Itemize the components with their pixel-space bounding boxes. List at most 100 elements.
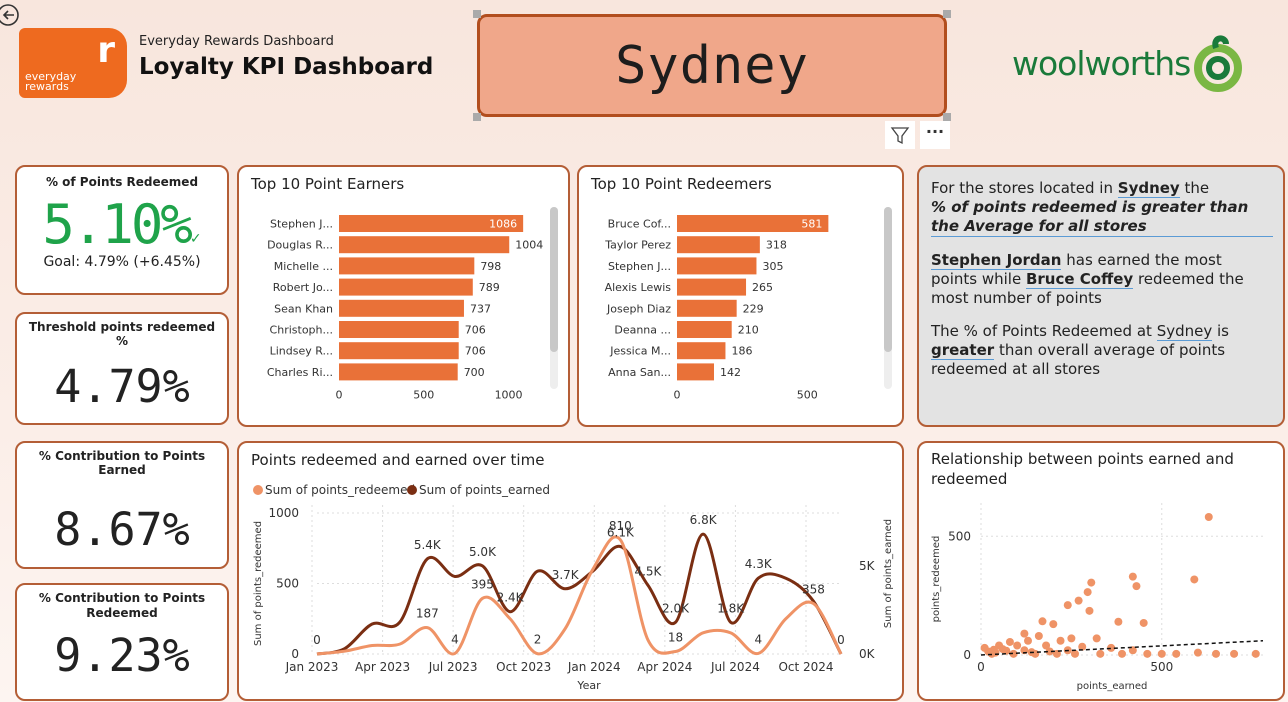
data-label: 187: [416, 607, 439, 621]
bar-value-label: 305: [762, 260, 783, 273]
bar-category-label: Charles Ri...: [267, 366, 333, 379]
scatter-point: [1002, 646, 1011, 655]
scatter-point: [989, 645, 998, 654]
x-tick-label: Jul 2023: [428, 660, 478, 674]
scatter-point: [1128, 646, 1137, 655]
bar: [339, 342, 459, 360]
x-tick-label: 500: [413, 389, 434, 402]
bar: [677, 236, 760, 254]
x-axis-title: points_earned: [1077, 681, 1148, 692]
kpi-card-points-redeemed: % of Points Redeemed 5.10%✓ Goal: 4.79% …: [15, 165, 229, 295]
scatter-point: [1092, 634, 1101, 643]
data-label: 5.4K: [414, 538, 442, 552]
bar-value-label: 789: [479, 281, 500, 294]
scatter-point: [1078, 642, 1087, 651]
bar: [339, 215, 524, 232]
bar-value-label: 265: [752, 281, 773, 294]
scatter-point: [1143, 649, 1152, 658]
x-tick-label: 1000: [495, 389, 523, 402]
time-series-card: Points redeemed and earned over time Sum…: [237, 441, 904, 701]
bar: [677, 299, 737, 317]
bar-category-label: Deanna ...: [614, 324, 671, 337]
bar-value-label: 210: [738, 324, 759, 337]
bar: [339, 299, 464, 317]
bar-value-label: 706: [465, 345, 486, 358]
scatter-point: [1074, 596, 1083, 605]
data-label: 5.0K: [469, 545, 497, 559]
more-options-button[interactable]: ···: [920, 121, 950, 149]
bar-category-label: Christoph...: [270, 324, 333, 337]
bar-category-label: Joseph Diaz: [606, 302, 671, 315]
bar: [677, 278, 747, 296]
scatter-point: [1132, 582, 1141, 591]
bar: [339, 257, 475, 275]
scatter-point: [1005, 637, 1014, 646]
scatter-point: [1034, 632, 1043, 640]
scatter-point: [1067, 634, 1076, 643]
resize-handle[interactable]: [943, 10, 951, 18]
scrollbar[interactable]: [884, 207, 892, 389]
data-label: 4.5K: [634, 564, 662, 578]
time-series-chart: Sum of points_redeemed Sum of points_earn…: [253, 483, 894, 692]
bar-value-label: 700: [464, 366, 485, 379]
data-label: 4.3K: [745, 557, 773, 571]
scatter-point: [1204, 513, 1213, 522]
scatter-point: [1049, 620, 1058, 629]
kpi-card-threshold: Threshold points redeemed % 4.79%: [15, 312, 229, 425]
city-slicer[interactable]: Sydney: [477, 14, 947, 117]
bar-category-label: Jessica M...: [609, 345, 671, 358]
y-tick-label: 0: [963, 648, 971, 662]
bar-category-label: Bruce Cof...: [608, 218, 671, 231]
data-label: 395: [471, 577, 494, 591]
insights-panel: For the stores located in Sydney the % o…: [917, 165, 1285, 427]
y2-tick-label: 5K: [859, 559, 876, 573]
scatter-point: [1118, 649, 1126, 658]
scatter-point: [1251, 649, 1260, 658]
data-label: 0: [313, 633, 321, 647]
resize-handle[interactable]: [473, 113, 481, 121]
y-axis-title: points_redeemed: [931, 536, 942, 623]
scrollbar-thumb[interactable]: [550, 207, 558, 352]
scatter-point: [1056, 636, 1065, 645]
resize-handle[interactable]: [943, 113, 951, 121]
chart-title: Points redeemed and earned over time: [251, 451, 545, 469]
x-tick-label: 500: [1150, 660, 1173, 674]
back-arrow-icon[interactable]: [0, 2, 22, 28]
filter-button[interactable]: [885, 121, 915, 149]
x-tick-label: Jan 2024: [567, 660, 621, 674]
scatter-point: [1024, 636, 1032, 645]
bar-category-label: Lindsey R...: [270, 345, 333, 358]
data-label: 2.4K: [497, 591, 525, 605]
scatter-point: [1085, 606, 1094, 615]
x-tick-label: 0: [336, 389, 343, 402]
scrollbar-thumb[interactable]: [884, 207, 892, 352]
kpi-title: Threshold points redeemed %: [28, 320, 216, 348]
x-tick-label: 0: [977, 660, 985, 674]
data-label: 0: [837, 633, 845, 647]
scatter-point: [1190, 575, 1199, 584]
scatter-point: [1083, 588, 1092, 597]
scrollbar[interactable]: [550, 207, 558, 389]
kpi-value: 5.10%: [42, 193, 193, 256]
bar-value-label: 318: [766, 239, 787, 252]
resize-handle[interactable]: [473, 10, 481, 18]
bar: [339, 363, 458, 381]
legend-label: Sum of points_redeemed: [265, 483, 415, 497]
chart-title: Relationship between points earned and r…: [931, 450, 1234, 488]
bar-category-label: Sean Khan: [274, 302, 333, 315]
x-axis-title: Year: [576, 679, 601, 692]
scatter-point: [1114, 617, 1123, 626]
legend-label: Sum of points_earned: [419, 483, 550, 497]
chart-title: Top 10 Point Earners: [251, 175, 405, 193]
top-redeemers-card: Top 10 Point Redeemers Bruce Cof... 581 Ta…: [577, 165, 904, 427]
x-tick-label: 500: [797, 389, 818, 402]
data-label: 358: [802, 583, 825, 597]
x-tick-label: Jan 2023: [285, 660, 339, 674]
scatter-point: [1193, 648, 1202, 657]
y-tick-label: 500: [276, 577, 299, 591]
city-slicer-value: Sydney: [615, 35, 809, 96]
woolworths-logo-icon: [1194, 35, 1242, 92]
chart-title: Top 10 Point Redeemers: [591, 175, 772, 193]
kpi-value: 8.67%: [54, 503, 190, 556]
bar-category-label: Taylor Perez: [604, 239, 671, 252]
